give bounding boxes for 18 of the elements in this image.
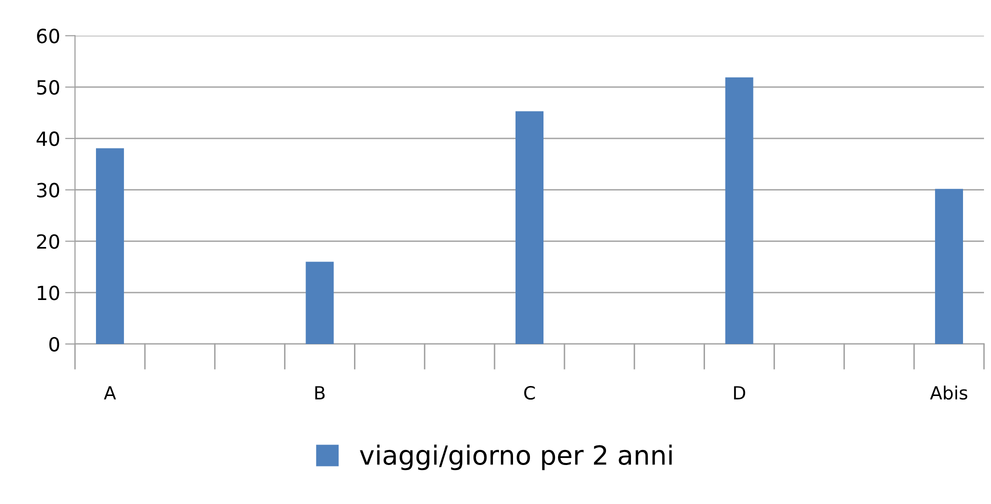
y-tick-label: 20 — [37, 234, 60, 249]
x-tick-label: A — [104, 386, 116, 400]
x-tick-label: D — [734, 386, 746, 400]
y-tick-label: 30 — [37, 182, 60, 198]
bar — [935, 188, 964, 344]
bar — [96, 148, 124, 344]
bar — [306, 262, 334, 344]
y-tick-label: 60 — [37, 28, 60, 44]
bar — [725, 77, 754, 344]
x-tick-label: Abis — [930, 386, 968, 400]
x-tick-label: B — [315, 386, 325, 400]
y-tick-label: 10 — [38, 286, 60, 300]
legend-label: viaggi/giorno per 2 anni — [360, 444, 672, 470]
bar — [516, 111, 544, 344]
x-tick-label: C — [524, 386, 535, 400]
y-tick-label: 40 — [36, 131, 60, 146]
y-tick-label: 0 — [49, 336, 60, 352]
y-tick-label: 50 — [37, 80, 60, 95]
